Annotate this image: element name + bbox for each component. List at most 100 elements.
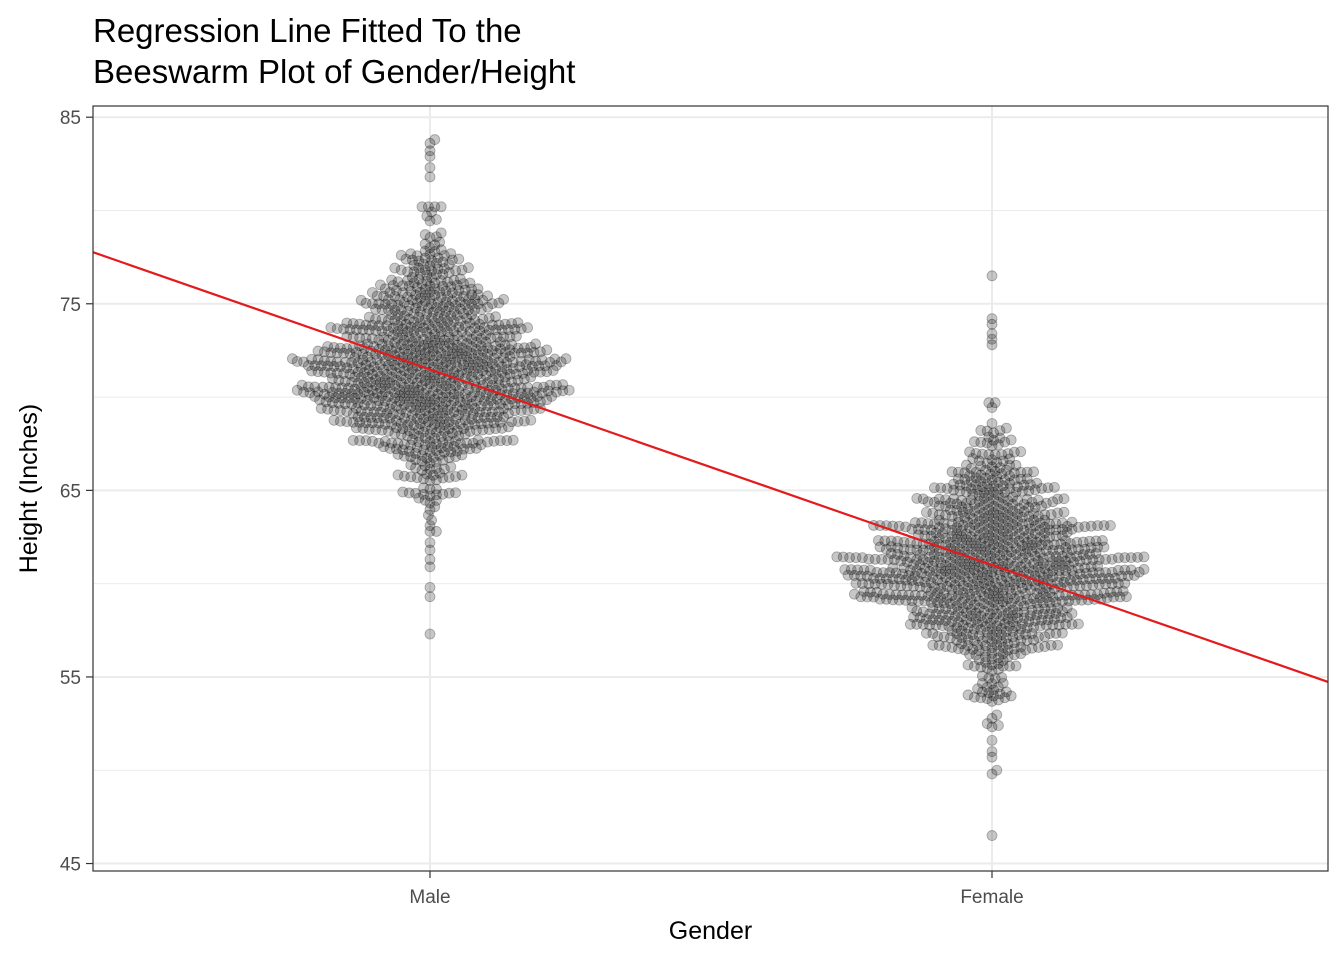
data-point <box>991 457 1003 469</box>
data-point <box>478 322 490 333</box>
data-point <box>946 524 958 536</box>
data-point <box>885 548 897 559</box>
data-point <box>959 512 971 523</box>
data-point <box>418 322 430 334</box>
data-point <box>983 397 995 409</box>
data-point <box>430 495 442 506</box>
data-point <box>456 348 468 360</box>
data-point <box>445 320 457 332</box>
data-point <box>419 264 431 276</box>
chart-title-line-2: Beeswarm Plot of Gender/Height <box>93 53 576 90</box>
data-point <box>977 448 988 460</box>
data-point <box>962 576 974 588</box>
data-point <box>981 569 993 581</box>
data-point <box>972 569 983 581</box>
data-point <box>443 472 455 483</box>
data-point <box>980 472 991 484</box>
data-point <box>453 409 465 421</box>
data-point <box>940 615 951 626</box>
data-point <box>413 430 425 442</box>
data-point <box>416 300 428 312</box>
data-point <box>981 478 993 490</box>
data-point <box>892 535 903 547</box>
data-point <box>1060 618 1071 630</box>
data-point <box>342 382 354 394</box>
data-point <box>970 448 982 459</box>
data-point <box>1004 477 1015 489</box>
data-point <box>970 613 982 625</box>
data-point <box>932 597 943 609</box>
data-point <box>975 624 987 635</box>
data-point <box>520 359 532 370</box>
data-point <box>493 356 505 368</box>
data-point <box>448 325 460 337</box>
data-point <box>1015 577 1027 589</box>
data-point <box>430 268 442 280</box>
data-point <box>509 323 521 335</box>
data-point <box>1020 629 1031 640</box>
data-point <box>485 332 497 344</box>
data-point <box>448 419 460 431</box>
data-point <box>906 602 918 614</box>
data-point <box>442 326 454 338</box>
data-point <box>419 238 431 250</box>
data-point <box>889 554 900 566</box>
data-point <box>983 516 995 528</box>
data-point <box>964 522 975 534</box>
data-point <box>298 356 310 368</box>
data-point <box>978 492 990 504</box>
data-point <box>951 634 963 646</box>
data-point <box>917 619 929 630</box>
data-point <box>494 416 506 428</box>
data-point <box>466 309 478 321</box>
data-point <box>477 424 489 436</box>
data-point <box>1106 578 1118 590</box>
data-point <box>426 298 438 310</box>
data-point <box>1066 516 1078 528</box>
data-point <box>469 304 481 316</box>
data-point <box>919 576 931 588</box>
data-point <box>435 275 447 286</box>
data-point <box>969 436 980 448</box>
data-point <box>355 405 367 417</box>
data-point <box>469 403 481 414</box>
data-point <box>1058 576 1070 588</box>
data-point <box>1113 578 1124 589</box>
data-point <box>506 318 518 329</box>
data-point <box>424 429 436 440</box>
data-point <box>527 360 538 372</box>
data-point <box>358 411 370 423</box>
data-point <box>458 291 470 302</box>
data-point <box>450 265 462 276</box>
data-point <box>427 407 439 419</box>
data-point <box>371 366 383 378</box>
data-point <box>1116 570 1127 582</box>
data-point <box>488 435 500 447</box>
data-point <box>339 398 351 410</box>
data-point <box>435 431 447 443</box>
data-point <box>506 338 518 350</box>
data-point <box>884 589 895 600</box>
data-point <box>1044 597 1055 608</box>
data-point <box>323 391 335 403</box>
data-point <box>977 566 988 578</box>
data-point <box>1002 522 1014 534</box>
data-point <box>429 432 441 444</box>
data-point <box>1044 531 1055 543</box>
data-point <box>515 347 527 359</box>
data-point <box>502 383 514 394</box>
data-point <box>1087 567 1099 579</box>
data-point <box>370 325 382 336</box>
data-point <box>472 434 484 446</box>
data-point <box>408 259 420 271</box>
data-point <box>1002 515 1014 527</box>
data-point <box>387 329 399 341</box>
data-point <box>386 298 398 310</box>
data-point <box>909 570 921 582</box>
data-point <box>451 425 463 436</box>
data-point <box>394 362 406 374</box>
data-point <box>450 451 462 463</box>
data-point <box>973 580 985 592</box>
data-point <box>1073 544 1084 555</box>
data-point <box>863 578 875 590</box>
